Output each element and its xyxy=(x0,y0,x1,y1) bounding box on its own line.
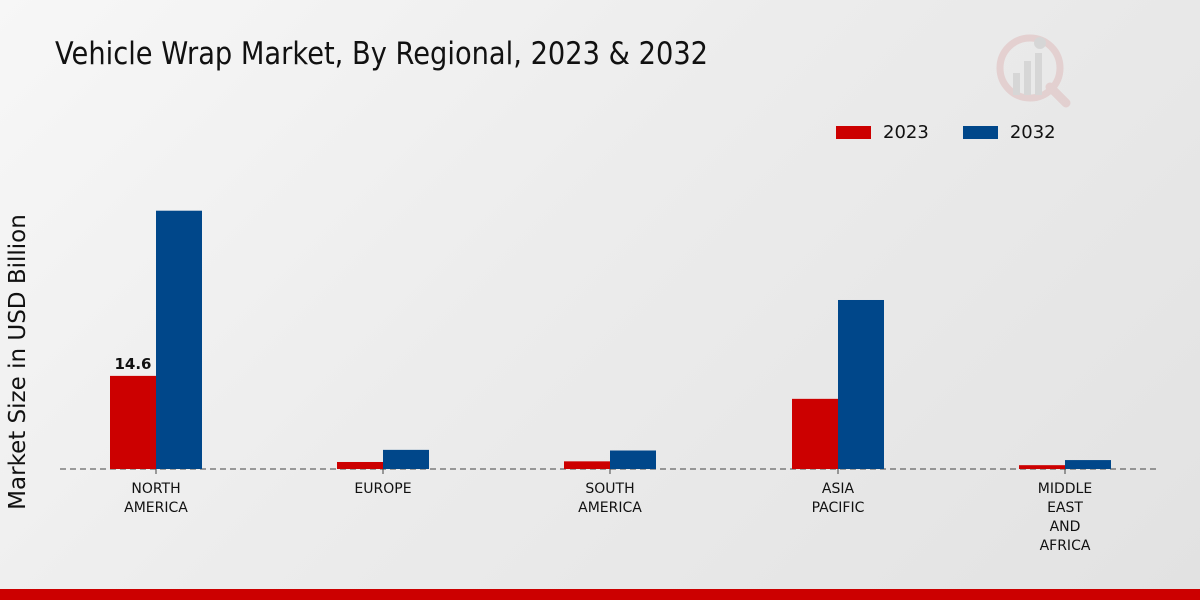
x-tick-label-0: NORTH AMERICA xyxy=(124,481,188,516)
bar-2032-1 xyxy=(383,449,429,469)
legend-item-2023: 2023 xyxy=(836,122,929,143)
legend-swatch-2023 xyxy=(836,126,871,139)
bar-2023-1 xyxy=(337,461,383,469)
bar-2023-4 xyxy=(1019,465,1065,469)
legend-swatch-2032 xyxy=(962,126,998,139)
x-tick-label-3: ASIA PACIFIC xyxy=(812,481,865,516)
x-tick-label-2: SOUTH AMERICA xyxy=(578,481,642,516)
legend-item-2032: 2032 xyxy=(962,122,1056,143)
legend-label-2023: 2023 xyxy=(883,122,929,143)
x-tick-label-1: EUROPE xyxy=(354,481,411,497)
bar-2023-2 xyxy=(564,461,610,469)
chart-title: Vehicle Wrap Market, By Regional, 2023 &… xyxy=(55,36,709,72)
bar-2023-0 xyxy=(110,375,156,469)
bar-2032-2 xyxy=(610,450,656,469)
legend: 2023 2032 xyxy=(836,122,1056,143)
bottom-accent-bar xyxy=(0,589,1200,600)
x-tick-label-4: MIDDLE EAST AND AFRICA xyxy=(1038,481,1092,554)
bar-2023-3 xyxy=(792,398,838,469)
bar-2032-4 xyxy=(1065,460,1111,469)
brand-logo-icon xyxy=(996,34,1071,108)
bar-2032-3 xyxy=(838,299,884,469)
data-label-0: 14.6 xyxy=(114,355,151,373)
legend-label-2032: 2032 xyxy=(1009,122,1056,143)
bar-2032-0 xyxy=(156,210,202,469)
